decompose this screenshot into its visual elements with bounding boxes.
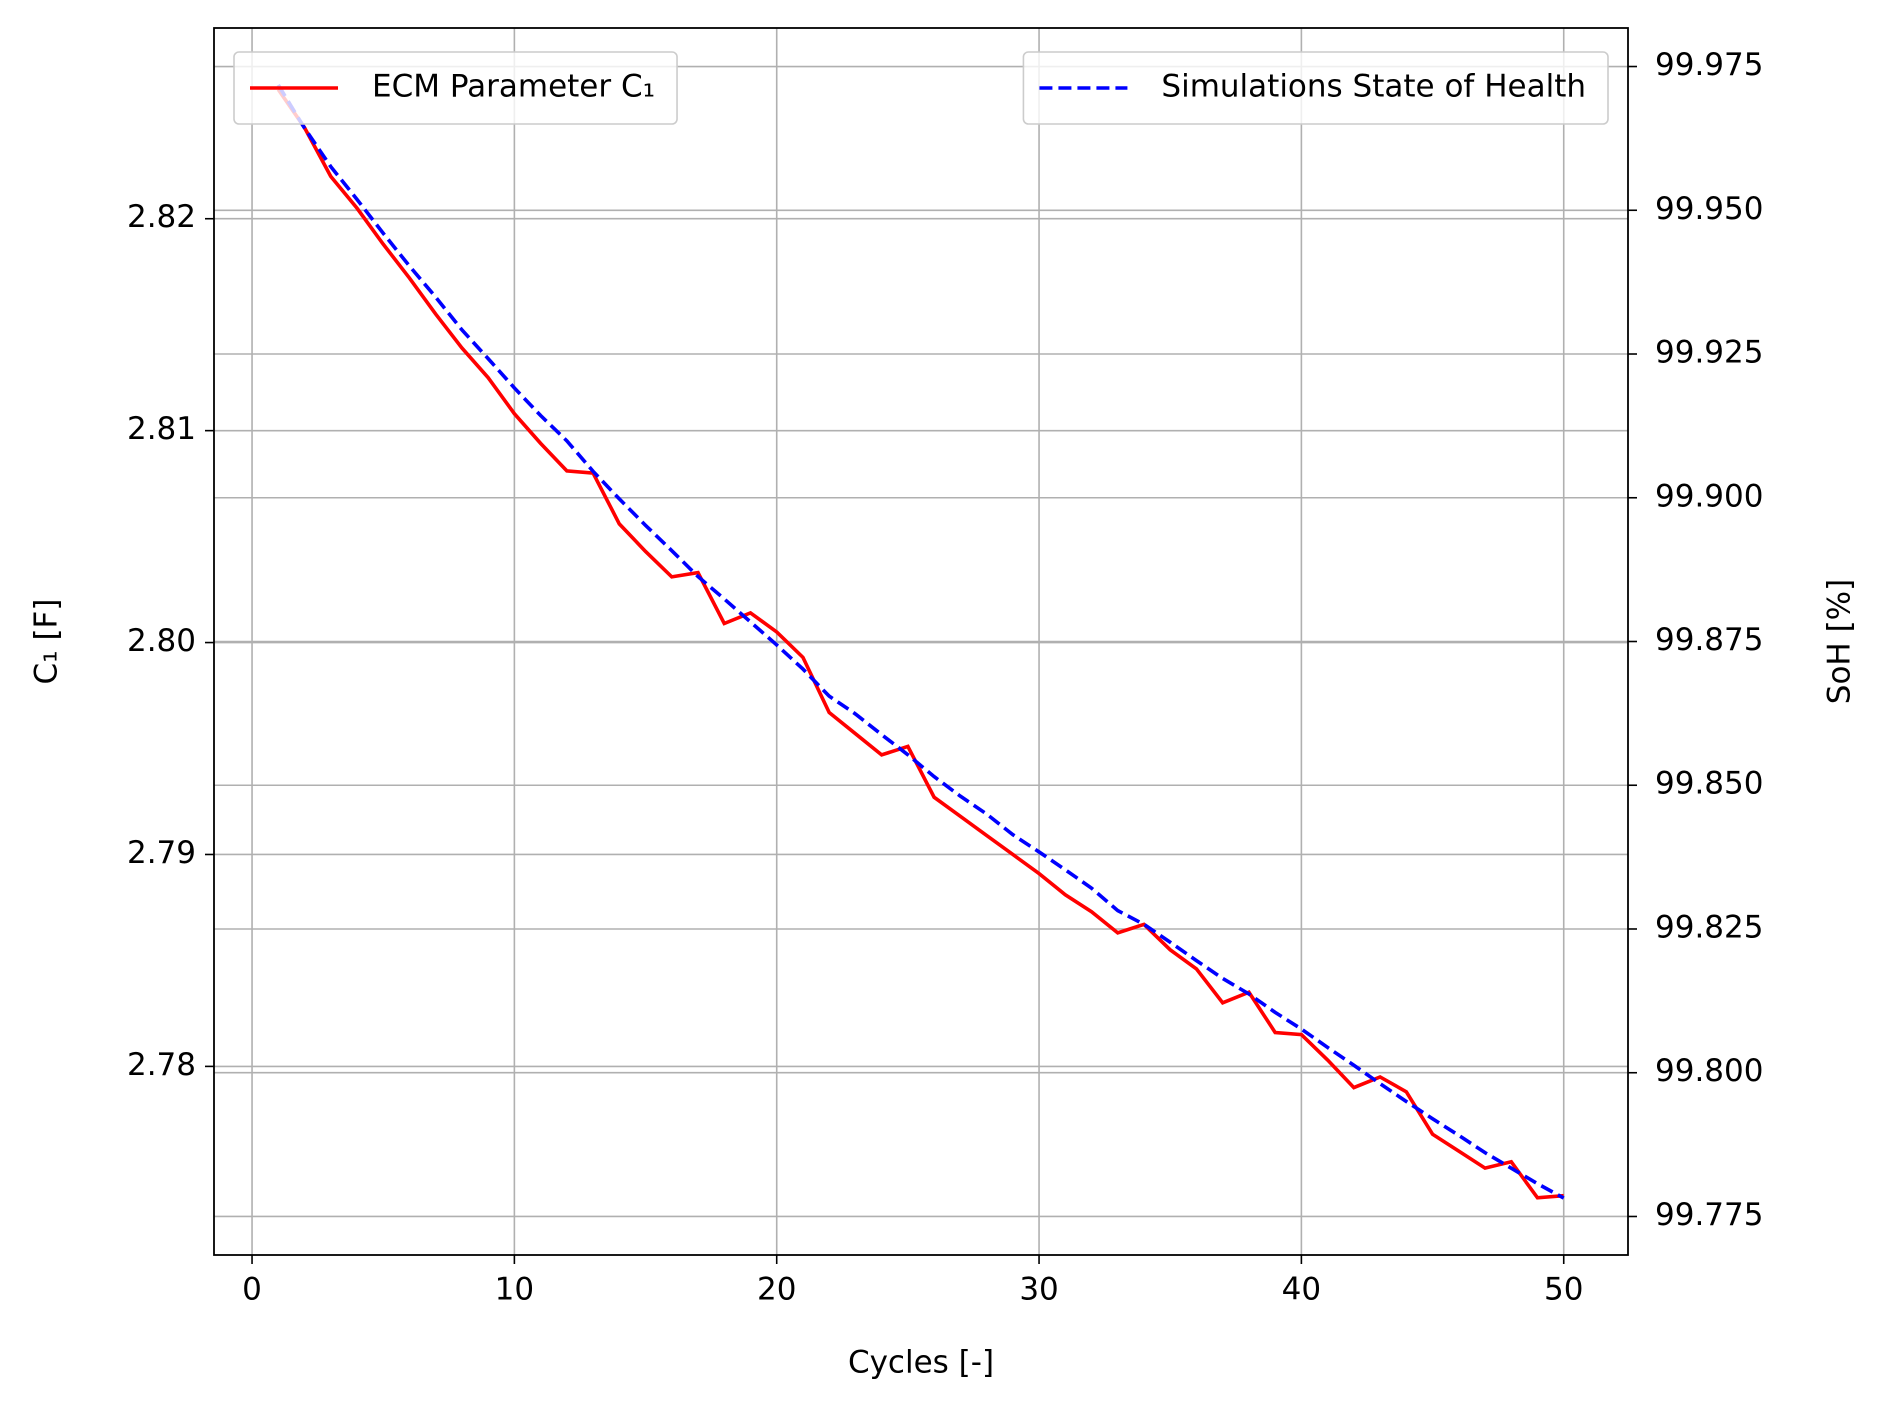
y-axis-label: C₁ [F] [29,599,65,685]
y2-tick-label: 99.925 [1655,335,1763,371]
y-tick-label: 2.80 [127,623,196,659]
y2-tick-label: 99.850 [1655,766,1763,802]
x-tick-label: 50 [1544,1272,1583,1308]
y2-tick-label: 99.875 [1655,622,1763,658]
y-tick-label: 2.81 [127,411,196,447]
legend: Simulations State of Health [1022,51,1609,125]
y-tick-label: 2.82 [127,199,196,235]
y-tick-label: 2.78 [127,1047,196,1083]
x-tick-label: 20 [757,1272,796,1308]
y2-tick-label: 99.950 [1655,191,1763,227]
x-tick-label: 10 [495,1272,534,1308]
legend: ECM Parameter C₁ [233,51,678,125]
y2-tick-label: 99.975 [1655,47,1763,83]
y2-axis-label: SoH [%] [1822,579,1858,704]
y-tick-label: 2.79 [127,835,196,871]
plot-frame [213,27,1629,1256]
y2-tick-label: 99.775 [1655,1197,1763,1233]
data-line [276,88,1564,1200]
legend-label: Simulations State of Health [1161,69,1586,105]
legend-box [233,51,678,125]
y2-tick-label: 99.900 [1655,478,1763,514]
data-line [276,83,1565,1200]
legend-box [1022,51,1609,125]
legend-label: ECM Parameter C₁ [372,69,655,105]
x-axis-label: Cycles [-] [848,1345,994,1381]
x-tick-label: 40 [1282,1272,1321,1308]
y2-tick-label: 99.800 [1655,1053,1763,1089]
x-tick-label: 30 [1019,1272,1058,1308]
x-tick-label: 0 [242,1272,262,1308]
y2-tick-label: 99.825 [1655,909,1763,945]
